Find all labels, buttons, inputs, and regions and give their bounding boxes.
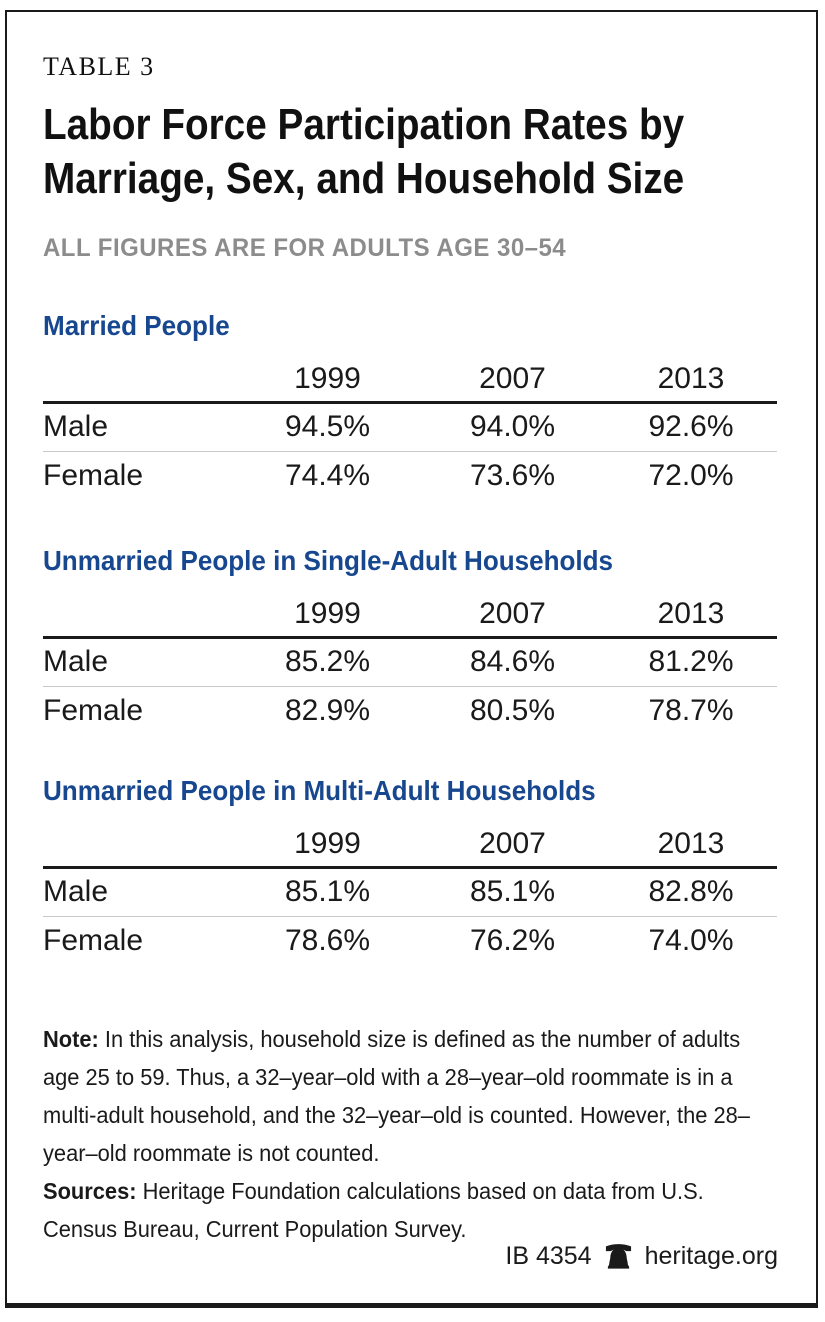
row-label-female: Female	[43, 458, 144, 492]
cell-value: 74.4%	[284, 458, 371, 492]
row-label-male: Male	[43, 410, 109, 443]
cell-value: 94.0%	[469, 410, 556, 443]
note-text: In this analysis, household size is defi…	[43, 1026, 750, 1166]
table-number-label: TABLE 3	[43, 52, 155, 81]
section-married-people: Married People 1999 2007 2013 Male 94.5%…	[43, 310, 777, 500]
section-heading: Unmarried People in Single-Adult Househo…	[43, 545, 614, 576]
column-header-2013: 2013	[657, 362, 725, 396]
row-label-male: Male	[43, 645, 109, 678]
data-table-multi-adult: 1999 2007 2013 Male 85.1% 85.1% 82.8% Fe…	[43, 823, 777, 965]
sources-label: Sources:	[43, 1178, 137, 1204]
data-table-single-adult: 1999 2007 2013 Male 85.2% 84.6% 81.2% Fe…	[43, 593, 777, 735]
cell-value: 82.9%	[284, 693, 371, 727]
column-header-1999: 1999	[294, 362, 361, 396]
figure-title: Labor Force Participation Rates by Marri…	[43, 98, 684, 206]
column-header-2013: 2013	[657, 827, 725, 861]
cell-value: 94.5%	[284, 410, 371, 443]
column-header-blank	[43, 358, 235, 402]
table-row: Female 78.6% 76.2% 74.0%	[43, 916, 777, 965]
section-heading: Unmarried People in Multi-Adult Househol…	[43, 775, 596, 806]
data-table-married: 1999 2007 2013 Male 94.5% 94.0% 92.6% Fe…	[43, 358, 777, 500]
figure-footer: IB 4354 heritage.org	[505, 1242, 778, 1271]
column-header-2007: 2007	[479, 827, 546, 861]
note-label: Note:	[43, 1026, 99, 1052]
table-row: Male 85.1% 85.1% 82.8%	[43, 867, 777, 916]
table-header-row: 1999 2007 2013	[43, 593, 777, 637]
figure-subtitle: ALL FIGURES ARE FOR ADULTS AGE 30–54	[43, 234, 567, 262]
figure-title-line2: Marriage, Sex, and Household Size	[43, 154, 685, 203]
liberty-bell-icon	[605, 1244, 631, 1269]
cell-value: 78.6%	[284, 923, 371, 957]
table-row: Female 74.4% 73.6% 72.0%	[43, 451, 777, 500]
cell-value: 85.1%	[469, 875, 556, 908]
cell-value: 82.8%	[648, 875, 734, 908]
column-header-2007: 2007	[479, 362, 546, 396]
cell-value: 78.7%	[648, 693, 734, 727]
column-header-2007: 2007	[479, 597, 546, 631]
table-header-row: 1999 2007 2013	[43, 358, 777, 402]
table-row: Male 94.5% 94.0% 92.6%	[43, 402, 777, 451]
column-header-blank	[43, 823, 235, 867]
row-label-female: Female	[43, 923, 144, 957]
notes-block: Note: In this analysis, household size i…	[43, 1020, 776, 1248]
cell-value: 85.2%	[284, 645, 371, 678]
table-row: Male 85.2% 84.6% 81.2%	[43, 637, 777, 686]
issue-brief-number: IB 4354	[505, 1242, 592, 1270]
section-heading: Married People	[43, 310, 230, 341]
row-label-female: Female	[43, 693, 144, 727]
figure-frame: TABLE 3 Labor Force Participation Rates …	[5, 10, 818, 1308]
cell-value: 84.6%	[469, 645, 556, 678]
cell-value: 72.0%	[648, 458, 734, 492]
column-header-blank	[43, 593, 235, 637]
sources-text: Heritage Foundation calculations based o…	[43, 1178, 704, 1242]
column-header-2013: 2013	[657, 597, 725, 631]
cell-value: 76.2%	[469, 923, 556, 957]
row-label-male: Male	[43, 875, 109, 908]
website-url: heritage.org	[644, 1242, 778, 1270]
cell-value: 81.2%	[648, 645, 734, 678]
figure-title-line1: Labor Force Participation Rates by	[43, 100, 685, 149]
column-header-1999: 1999	[294, 597, 361, 631]
cell-value: 73.6%	[469, 458, 556, 492]
column-header-1999: 1999	[294, 827, 361, 861]
cell-value: 74.0%	[648, 923, 734, 957]
cell-value: 80.5%	[469, 693, 556, 727]
cell-value: 85.1%	[284, 875, 371, 908]
table-header-row: 1999 2007 2013	[43, 823, 777, 867]
table-row: Female 82.9% 80.5% 78.7%	[43, 686, 777, 735]
cell-value: 92.6%	[648, 410, 734, 443]
section-unmarried-multi-adult: Unmarried People in Multi-Adult Househol…	[43, 775, 777, 965]
section-unmarried-single-adult: Unmarried People in Single-Adult Househo…	[43, 545, 777, 735]
